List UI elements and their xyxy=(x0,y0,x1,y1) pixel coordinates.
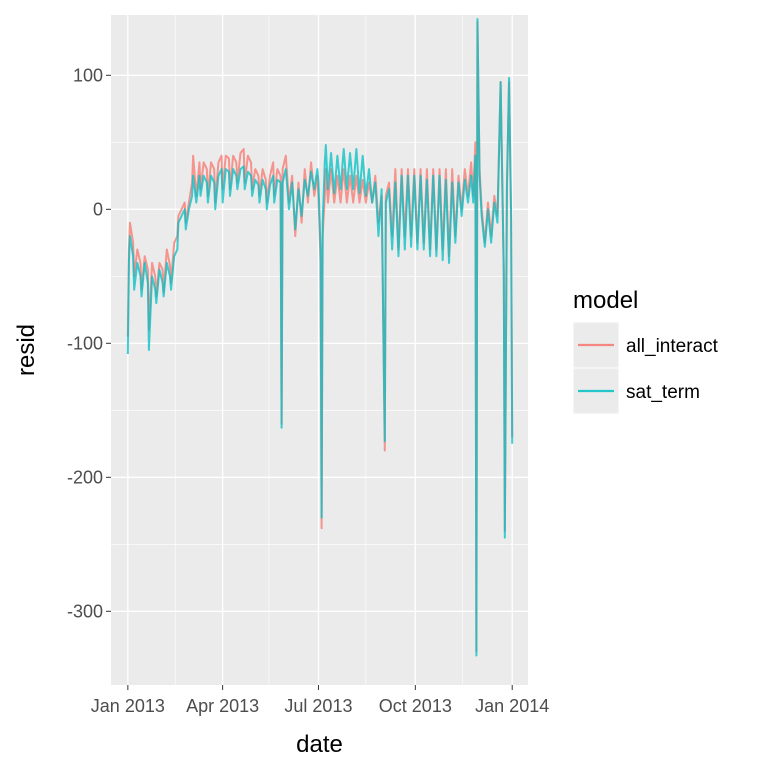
series-line-sat-term xyxy=(126,18,514,657)
legend-item-sat-term: sat_term xyxy=(572,367,700,415)
legend-label-sat-term: sat_term xyxy=(626,382,700,403)
y-axis-title: resid xyxy=(13,324,40,376)
x-tick-label: Oct 2013 xyxy=(379,696,452,716)
x-tick-label: Apr 2013 xyxy=(186,696,259,716)
x-axis-tick-labels: Jan 2013 Apr 2013 Jul 2013 Oct 2013 Jan 2014 xyxy=(91,696,549,716)
y-tick-label: 0 xyxy=(93,199,103,219)
legend-item-all-interact: all_interact xyxy=(572,321,719,369)
y-axis-tick-labels: 100 0 -100 -200 -300 xyxy=(67,65,103,621)
y-tick-label: -200 xyxy=(67,467,103,487)
legend-label-all-interact: all_interact xyxy=(626,336,719,357)
x-tick-label: Jul 2013 xyxy=(284,696,352,716)
x-tick-label: Jan 2014 xyxy=(475,696,549,716)
plot-panel xyxy=(111,15,528,685)
x-axis-title: date xyxy=(296,731,343,758)
y-tick-label: -100 xyxy=(67,333,103,353)
axis-ticks xyxy=(106,74,513,690)
y-tick-label: 100 xyxy=(73,65,103,85)
series-layer xyxy=(126,18,514,657)
y-tick-label: -300 xyxy=(67,601,103,621)
legend: model all_interact sat_term xyxy=(572,287,719,415)
minor-gridlines xyxy=(111,15,528,685)
x-tick-label: Jan 2013 xyxy=(91,696,165,716)
legend-title: model xyxy=(573,287,638,314)
